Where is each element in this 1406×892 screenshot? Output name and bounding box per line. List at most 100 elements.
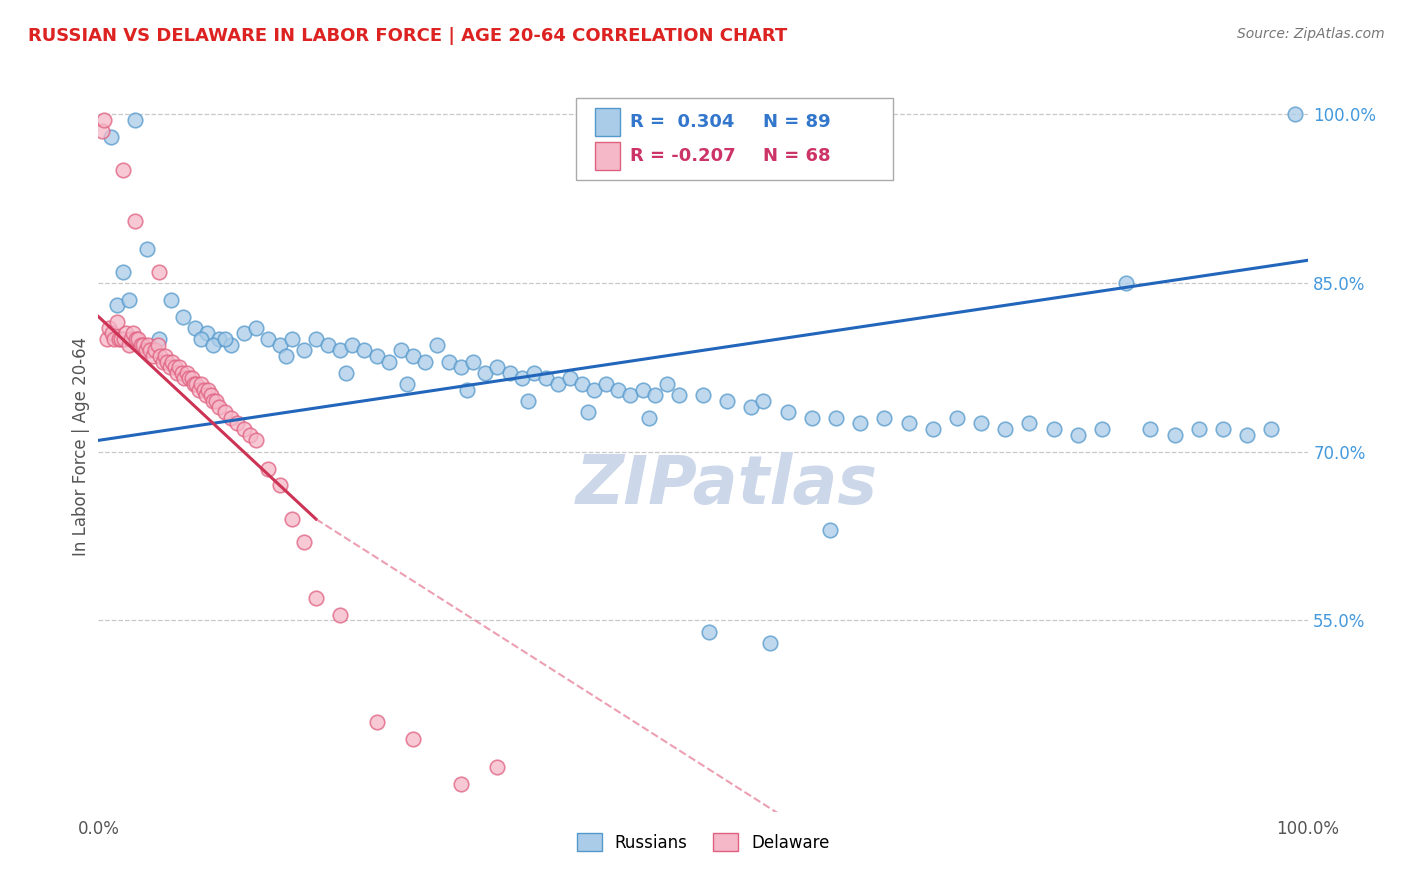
Point (1163, 427, 1185, 442)
Point (1212, 422, 1234, 436)
Point (183, 377, 205, 392)
Point (516, 394, 538, 409)
Point (186, 377, 208, 392)
Point (153, 349, 176, 363)
Point (274, 349, 297, 363)
Point (143, 343, 166, 358)
Point (607, 383, 630, 397)
Text: R = -0.207: R = -0.207 (630, 147, 735, 165)
Point (655, 377, 678, 392)
Point (342, 337, 364, 351)
Point (226, 417, 249, 431)
Point (105, 315, 128, 329)
Point (946, 410, 969, 425)
Point (1188, 422, 1211, 436)
Text: RUSSIAN VS DELAWARE IN LABOR FORCE | AGE 20-64 CORRELATION CHART: RUSSIAN VS DELAWARE IN LABOR FORCE | AGE… (28, 27, 787, 45)
Point (583, 383, 606, 397)
Point (111, 264, 134, 278)
Point (1284, 107, 1306, 121)
Point (716, 394, 738, 409)
Point (184, 321, 207, 335)
Point (190, 377, 212, 392)
Point (970, 417, 993, 431)
Point (124, 214, 146, 228)
Point (281, 512, 304, 526)
Text: ZIPatlas: ZIPatlas (576, 452, 879, 518)
Point (173, 371, 195, 385)
Point (644, 388, 666, 402)
Text: Source: ZipAtlas.com: Source: ZipAtlas.com (1237, 27, 1385, 41)
Point (245, 321, 267, 335)
Point (534, 371, 557, 385)
Point (118, 293, 141, 307)
Y-axis label: In Labor Force | Age 20-64: In Labor Force | Age 20-64 (72, 336, 90, 556)
Point (221, 337, 243, 351)
Point (91, 124, 114, 138)
Point (127, 332, 149, 346)
Point (1067, 427, 1090, 442)
Point (1115, 276, 1137, 290)
Point (136, 337, 159, 351)
Point (180, 371, 202, 385)
Point (377, 354, 399, 368)
Point (208, 400, 231, 414)
Point (179, 371, 201, 385)
Point (120, 332, 142, 346)
Point (232, 422, 254, 436)
Point (292, 343, 315, 358)
Point (202, 337, 225, 351)
Point (269, 337, 291, 351)
Point (1139, 422, 1161, 436)
Point (169, 360, 191, 375)
Point (160, 293, 183, 307)
Point (486, 760, 509, 774)
Point (166, 366, 188, 380)
Point (146, 337, 169, 351)
Point (135, 242, 157, 256)
Point (115, 326, 138, 341)
Point (197, 383, 219, 397)
Point (108, 332, 131, 346)
Point (93, 112, 115, 127)
Point (200, 388, 222, 402)
Point (163, 360, 186, 375)
Point (510, 371, 533, 385)
Point (135, 343, 157, 358)
Point (752, 394, 775, 409)
Point (111, 163, 134, 178)
Point (849, 417, 872, 431)
Point (160, 354, 183, 368)
Point (96, 332, 118, 346)
Point (576, 405, 599, 419)
Point (305, 332, 328, 346)
Point (105, 298, 128, 312)
Point (329, 343, 352, 358)
Point (637, 410, 659, 425)
Point (256, 332, 278, 346)
Point (595, 377, 617, 392)
Point (202, 394, 225, 409)
Point (486, 360, 509, 375)
Point (281, 332, 304, 346)
Point (152, 354, 174, 368)
Point (571, 377, 593, 392)
Point (994, 422, 1017, 436)
Text: R =  0.304: R = 0.304 (630, 113, 734, 131)
Point (190, 332, 212, 346)
Point (112, 332, 135, 346)
Point (170, 366, 193, 380)
Point (142, 349, 165, 363)
Point (292, 534, 315, 549)
Point (692, 388, 714, 402)
Point (239, 427, 262, 442)
Point (125, 332, 148, 346)
Point (619, 388, 641, 402)
Legend: Russians, Delaware: Russians, Delaware (569, 826, 837, 858)
Point (1018, 417, 1040, 431)
Point (214, 332, 236, 346)
Point (450, 360, 472, 375)
Point (402, 731, 425, 746)
Point (668, 388, 690, 402)
Point (245, 434, 267, 448)
Point (149, 349, 172, 363)
